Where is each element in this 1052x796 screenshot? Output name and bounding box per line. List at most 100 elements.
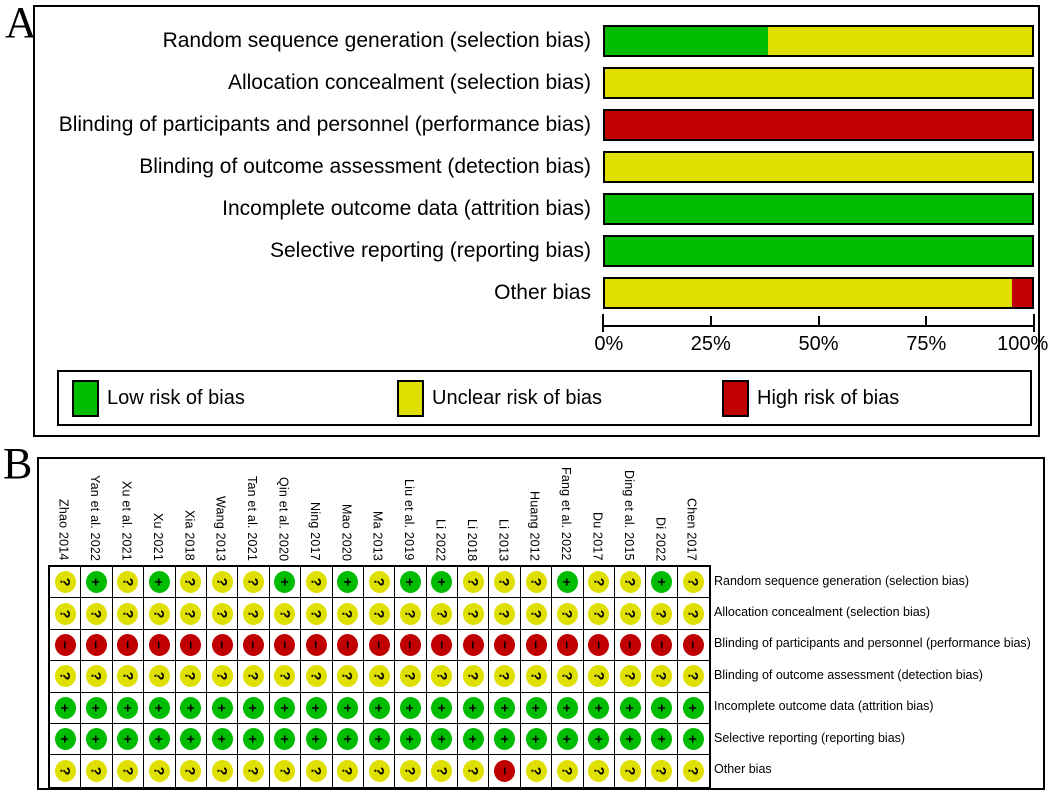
column-header: Huang 2012 [519, 459, 550, 563]
judgement-cell: + [269, 692, 302, 724]
judgement-cell: ? [520, 755, 553, 787]
judgement-circle: ? [117, 760, 139, 783]
judgement-cell: ? [552, 598, 584, 630]
judgement-cell: ? [552, 661, 584, 693]
judgement-symbol: + [559, 703, 576, 712]
judgement-circle: + [243, 728, 265, 751]
judgement-symbol: − [182, 640, 199, 650]
judgement-symbol: ? [653, 766, 670, 776]
judgement-circle: ? [462, 760, 484, 783]
bar-segment [605, 69, 1032, 97]
judgement-cell: ? [50, 567, 82, 599]
judgement-symbol: ? [685, 577, 702, 587]
judgement-circle: + [683, 696, 704, 719]
judgement-symbol: + [339, 578, 356, 587]
judgement-cell: − [206, 629, 239, 662]
judgement-cell: ? [363, 661, 396, 693]
judgement-symbol: ? [308, 766, 325, 776]
judgement-cell: + [458, 723, 490, 756]
legend-box: Low risk of bias Unclear risk of bias High… [57, 370, 1032, 426]
judgement-symbol: + [622, 703, 639, 712]
judgement-cell: ? [50, 598, 82, 630]
judgement-symbol: ? [528, 577, 545, 587]
judgement-symbol: ? [308, 609, 325, 618]
judgement-cell: ? [426, 755, 459, 787]
judgement-cell: + [50, 723, 82, 756]
stacked-bar [603, 151, 1034, 183]
judgement-symbol: − [245, 640, 262, 650]
judgement-cell: ? [301, 567, 333, 599]
judgement-cell: ? [332, 598, 364, 630]
judgement-symbol: + [496, 703, 513, 712]
judgement-circle: ? [556, 760, 578, 783]
judgement-circle: − [148, 633, 170, 656]
study-name: Ning 2017 [307, 502, 322, 561]
judgement-cell: + [677, 723, 710, 756]
judgement-symbol: − [339, 640, 356, 650]
judgement-cell: ? [206, 661, 239, 693]
judgement-cell: + [552, 567, 584, 599]
judgement-circle: − [54, 633, 76, 656]
legend-label: Unclear risk of bias [432, 386, 603, 409]
study-name: Xu 2021 [150, 513, 165, 561]
judgement-circle: + [148, 571, 170, 594]
judgement-symbol: − [371, 640, 388, 650]
judgement-symbol: − [151, 640, 168, 650]
column-header: Yan et al. 2022 [79, 459, 110, 563]
judgement-circle: ? [117, 665, 139, 688]
bar-segment [605, 279, 1012, 307]
column-header: Fang et al. 2022 [550, 459, 581, 563]
judgement-circle: ? [368, 571, 390, 594]
judgement-symbol: ? [214, 672, 231, 681]
judgement-cell: + [206, 692, 239, 724]
judgement-symbol: + [528, 703, 545, 712]
judgement-symbol: ? [119, 609, 136, 618]
judgement-symbol: ? [182, 672, 199, 681]
judgement-symbol: ? [402, 609, 419, 618]
judgement-cell: ? [144, 755, 176, 787]
column-header: Li 2022 [425, 459, 456, 563]
judgement-circle: ? [54, 760, 76, 783]
judgement-circle: ? [86, 760, 108, 783]
judgement-circle: ? [588, 602, 610, 625]
judgement-circle: + [651, 696, 673, 719]
judgement-symbol: + [119, 735, 136, 744]
bar-segment [605, 237, 1032, 265]
judgement-symbol: ? [151, 766, 168, 776]
judgement-cell: ? [50, 661, 82, 693]
judgement-cell: − [238, 629, 270, 662]
judgement-circle: ? [117, 571, 139, 594]
judgement-circle: + [305, 696, 327, 719]
judgement-circle: + [86, 728, 108, 751]
x-axis-tick [925, 316, 928, 327]
study-name: Xu et al. 2021 [119, 481, 134, 561]
judgement-circle: ? [368, 760, 390, 783]
judgement-circle: ? [211, 760, 233, 783]
judgement-circle: + [117, 696, 139, 719]
judgement-cell: ? [206, 567, 239, 599]
judgement-circle: + [337, 571, 359, 594]
judgement-symbol: ? [57, 577, 74, 587]
judgement-cell: + [175, 723, 207, 756]
judgement-circle: ? [651, 665, 673, 688]
bar-category-label: Incomplete outcome data (attrition bias) [222, 197, 591, 220]
judgement-circle: − [556, 633, 578, 656]
judgement-circle: − [368, 633, 390, 656]
domain-row-label: Selective reporting (reporting bias) [714, 730, 906, 745]
judgement-circle: ? [180, 571, 202, 594]
judgement-circle: ? [588, 760, 610, 783]
judgement-symbol: + [590, 735, 607, 744]
judgement-circle: ? [525, 571, 547, 594]
judgement-symbol: + [559, 578, 576, 587]
judgement-symbol: + [653, 578, 670, 587]
study-name: Li 2018 [464, 518, 479, 561]
x-axis-tick [1033, 314, 1035, 332]
judgement-cell: − [144, 629, 176, 662]
judgement-cell: ? [520, 661, 553, 693]
judgement-cell: ? [175, 598, 207, 630]
judgement-symbol: − [622, 640, 639, 650]
judgement-symbol: − [496, 766, 513, 776]
column-header: Xu 2021 [142, 459, 173, 563]
x-axis-tick [817, 316, 820, 327]
